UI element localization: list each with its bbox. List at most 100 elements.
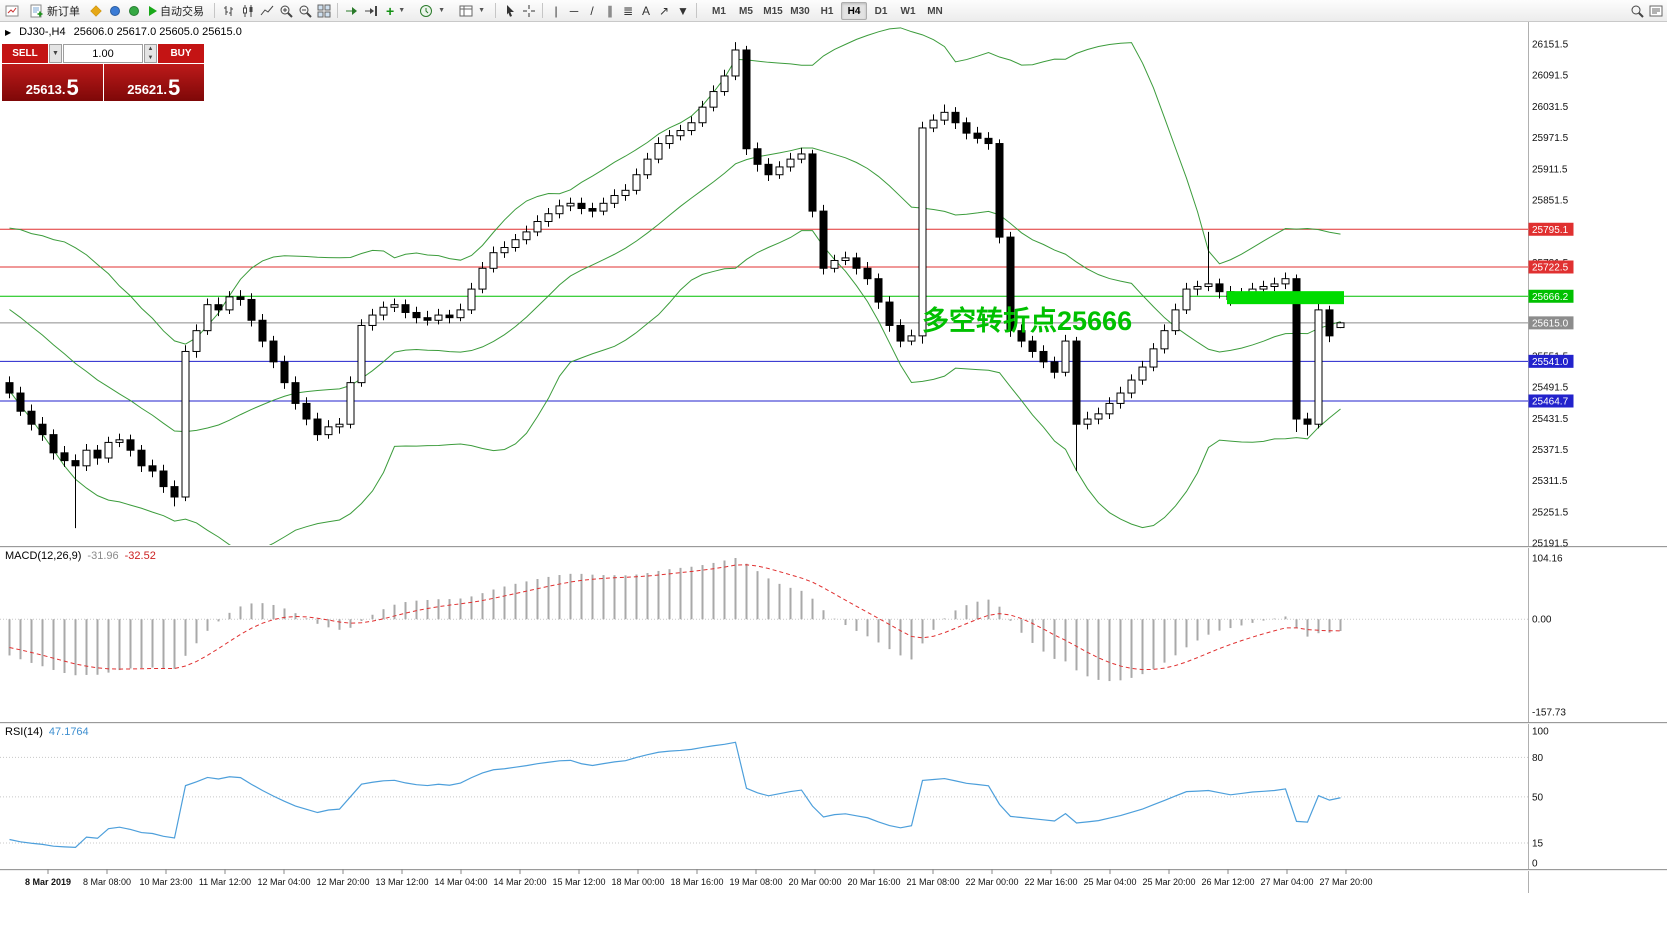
sell-button-small[interactable]: SELL: [2, 44, 48, 63]
tab-w1[interactable]: W1: [900, 5, 916, 17]
one-click-toggle-arrow[interactable]: ▶: [5, 27, 12, 37]
search-icon[interactable]: [1628, 2, 1645, 19]
svg-text:25851.5: 25851.5: [1532, 195, 1569, 206]
price-tags: 25795.1 25722.5 25666.2 25615.0 25541.0 25464…: [1528, 222, 1574, 408]
periods-dropdown[interactable]: ▼: [412, 1, 450, 20]
sell-price-button[interactable]: 25613. 5: [2, 64, 103, 101]
arrow-tool-icon[interactable]: ↗: [658, 3, 670, 18]
chevron-down-icon: ▼: [398, 7, 406, 14]
channel-icon[interactable]: ∥: [607, 3, 613, 18]
svg-text:14 Mar 20:00: 14 Mar 20:00: [493, 877, 546, 887]
line-chart-icon[interactable]: [258, 2, 275, 19]
rsi-axis: 100 80 50 15 0: [1532, 727, 1549, 870]
frame: [0, 22, 1667, 893]
svg-text:25491.5: 25491.5: [1532, 383, 1569, 394]
macd-signal: [9, 564, 1341, 671]
buy-button-small[interactable]: BUY: [158, 44, 204, 63]
bollinger-middle: [9, 147, 1341, 433]
price-tag-25722.5[interactable]: [1528, 260, 1574, 274]
tile-windows-icon[interactable]: [315, 2, 332, 19]
tab-h4[interactable]: H4: [841, 1, 867, 20]
price-tag-25464.7[interactable]: [1528, 394, 1574, 408]
price-tag-25666.2[interactable]: [1528, 289, 1574, 303]
chart-file-icon[interactable]: [3, 2, 20, 19]
svg-text:25311.5: 25311.5: [1532, 476, 1568, 487]
svg-text:25431.5: 25431.5: [1532, 414, 1569, 425]
tab-h1[interactable]: H1: [820, 5, 834, 17]
svg-text:11 Mar 12:00: 11 Mar 12:00: [199, 877, 251, 887]
rsi-value: 47.1764: [48, 726, 89, 738]
ohlc-values: 25606.0 25617.0 25605.0 25615.0: [73, 26, 242, 38]
price-tag-25795.1[interactable]: [1528, 222, 1574, 236]
candlestick-chart-icon[interactable]: [239, 2, 256, 19]
svg-text:18 Mar 16:00: 18 Mar 16:00: [670, 877, 723, 887]
volume-dropdown-button[interactable]: ▼: [49, 44, 62, 63]
crosshair-icon[interactable]: [520, 2, 537, 19]
svg-text:104.16: 104.16: [1532, 554, 1563, 565]
pivot-annotation-text[interactable]: 多空转折点25666: [922, 306, 1133, 336]
clock-icon: [417, 2, 434, 19]
signals-icon[interactable]: [125, 2, 142, 19]
toolbar-separator: [495, 3, 496, 18]
svg-text:15: 15: [1532, 839, 1544, 850]
market-icon[interactable]: [87, 2, 104, 19]
svg-text:27 Mar 20:00: 27 Mar 20:00: [1319, 877, 1372, 887]
auto-scroll-icon[interactable]: [343, 2, 360, 19]
svg-text:12 Mar 04:00: 12 Mar 04:00: [257, 877, 310, 887]
tab-d1[interactable]: D1: [874, 5, 888, 17]
tab-m5[interactable]: M5: [739, 5, 753, 17]
bollinger-bands: [9, 27, 1341, 545]
svg-text:12 Mar 20:00: 12 Mar 20:00: [316, 877, 369, 887]
svg-text:21 Mar 08:00: 21 Mar 08:00: [906, 877, 959, 887]
svg-text:26031.5: 26031.5: [1532, 102, 1569, 113]
spin-down-icon: ▼: [147, 54, 154, 61]
fibonacci-icon[interactable]: ≣: [622, 3, 634, 18]
trendline-icon[interactable]: /: [590, 3, 594, 18]
bollinger-lower: [9, 230, 1341, 545]
svg-text:25541.0: 25541.0: [1532, 357, 1569, 368]
shapes-dropdown-icon[interactable]: ▼: [677, 3, 689, 18]
chart-shift-icon[interactable]: [362, 2, 379, 19]
macd-axis: 104.16 0.00 -157.73: [1532, 554, 1566, 719]
svg-text:14 Mar 04:00: 14 Mar 04:00: [434, 877, 487, 887]
svg-text:26151.5: 26151.5: [1532, 40, 1569, 51]
price-tag-25541.0[interactable]: [1528, 354, 1574, 368]
svg-text:15 Mar 12:00: 15 Mar 12:00: [552, 877, 605, 887]
time-axis[interactable]: 8 Mar 2019 8 Mar 08:00 10 Mar 23:00 11 Mar …: [25, 869, 1373, 887]
ohlc-info: ▶ DJ30-,H4 25606.0 25617.0 25605.0 25615…: [5, 26, 242, 38]
sell-price-main: 25613.: [25, 82, 66, 97]
rsi-grid: [0, 756, 1528, 844]
svg-text:13 Mar 12:00: 13 Mar 12:00: [375, 877, 428, 887]
volume-stepper[interactable]: ▲ ▼: [144, 44, 157, 63]
symbol-period-label: DJ30-,H4: [19, 26, 66, 38]
tab-mn[interactable]: MN: [927, 5, 943, 17]
svg-text:100: 100: [1532, 727, 1549, 738]
cursor-icon[interactable]: [501, 2, 518, 19]
svg-text:10 Mar 23:00: 10 Mar 23:00: [139, 877, 192, 887]
highlight-rectangle[interactable]: [1227, 291, 1344, 305]
text-icon[interactable]: A: [641, 3, 650, 18]
volume-input[interactable]: [63, 44, 143, 63]
vertical-line-icon[interactable]: |: [554, 3, 558, 18]
price-tag-25615.0[interactable]: [1528, 316, 1574, 330]
bar-chart-icon[interactable]: [220, 2, 237, 19]
new-order-button[interactable]: 新订单: [22, 1, 85, 20]
buy-price-main: 25621.: [127, 82, 167, 97]
svg-text:-157.73: -157.73: [1532, 708, 1566, 719]
community-icon[interactable]: [106, 2, 123, 19]
quick-panel-icon[interactable]: [1647, 2, 1664, 19]
zoom-out-icon[interactable]: [296, 2, 313, 19]
zoom-in-icon[interactable]: [277, 2, 294, 19]
indicators-dropdown[interactable]: + ▼: [381, 1, 410, 20]
tab-m30[interactable]: M30: [790, 5, 810, 17]
svg-text:22 Mar 16:00: 22 Mar 16:00: [1024, 877, 1077, 887]
tab-m1[interactable]: M1: [712, 5, 726, 17]
templates-dropdown[interactable]: ▼: [452, 1, 490, 20]
buy-price-button[interactable]: 25621. 5: [103, 64, 204, 101]
macd-signal-value: -32.52: [124, 550, 156, 562]
auto-trading-button[interactable]: 自动交易: [144, 1, 209, 20]
horizontal-line-icon[interactable]: ─: [569, 3, 579, 18]
tab-m15[interactable]: M15: [763, 5, 783, 17]
